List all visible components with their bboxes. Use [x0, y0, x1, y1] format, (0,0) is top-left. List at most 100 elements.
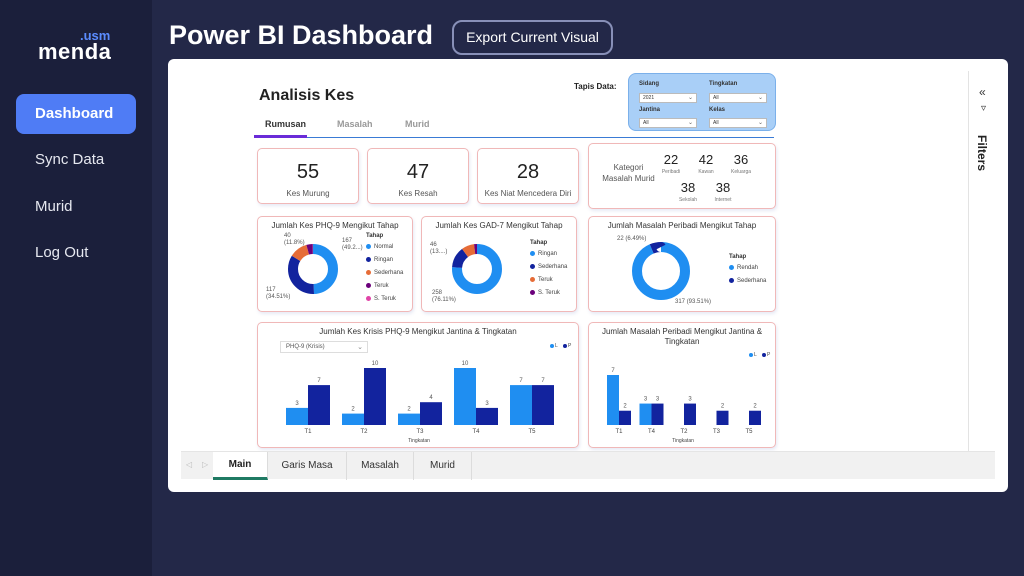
tapis-data-label: Tapis Data: [574, 82, 617, 91]
kpi-card-kes-resah[interactable]: 47 Kes Resah [367, 148, 469, 204]
nav-murid[interactable]: Murid [35, 198, 73, 215]
bar-t4-p[interactable] [476, 407, 498, 425]
legend-p: P [563, 343, 571, 349]
bar-t1-p[interactable] [619, 410, 631, 425]
filters-pane-collapsed[interactable]: « ▿ Filters [968, 71, 1008, 451]
chevron-down-icon: ⌄ [687, 120, 693, 126]
bar-t3-p[interactable] [420, 402, 442, 425]
bar-value-label: 10 [372, 361, 379, 367]
x-tick-label: T2 [360, 429, 368, 435]
bar-value-label: 7 [317, 378, 321, 384]
chart-title: Jumlah Masalah Peribadi Mengikut Tahap [607, 221, 757, 230]
bar-t4-l[interactable] [454, 368, 476, 425]
bar-value-label: 7 [541, 378, 545, 384]
bar-t5-l[interactable] [510, 385, 532, 425]
krisis-phq9-bar-chart[interactable]: Jumlah Kes Krisis PHQ-9 Mengikut Jantina… [257, 322, 579, 448]
sidang-dropdown[interactable]: 2021 ⌄ [639, 93, 697, 103]
x-tick-label: T1 [615, 429, 623, 435]
data-label-ringan: 258 (76.11%) [432, 290, 456, 303]
report-page-tabs: ◁ ▷ Main Garis Masa Masalah Murid [181, 451, 995, 480]
peribadi-donut-chart[interactable]: Jumlah Masalah Peribadi Mengikut Tahap 2… [588, 216, 776, 312]
kpi-value: 28 [516, 161, 540, 183]
phq9-donut-chart[interactable]: Jumlah Kes PHQ-9 Mengikut Tahap 40 (11.8%… [257, 216, 413, 312]
bar-t3-l[interactable] [398, 413, 420, 425]
data-label-ringan: 117 (34.51%) [266, 287, 291, 300]
legend-item-teruk: Teruk [366, 283, 389, 289]
data-label-rendah: 317 (93.51%) [675, 299, 712, 305]
bar-t1-l[interactable] [286, 407, 308, 425]
nav-dashboard[interactable]: Dashboard [16, 94, 136, 134]
bar-t4-l[interactable] [639, 403, 652, 425]
bar-t1-l[interactable] [607, 375, 619, 425]
nav-log-out[interactable]: Log Out [35, 244, 89, 261]
peribadi-jantina-bar-chart[interactable]: Jumlah Masalah Peribadi Mengikut Jantina… [588, 322, 776, 448]
data-label-sederhana: 46 (13....) [430, 242, 448, 255]
tingkatan-dropdown[interactable]: All ⌄ [709, 93, 767, 103]
nav-sync-data[interactable]: Sync Data [35, 151, 105, 168]
gad7-donut-svg [452, 244, 502, 294]
gad7-donut-chart[interactable]: Jumlah Kes GAD-7 Mengikut Tahap 46 (13...… [421, 216, 577, 312]
kategori-masalah-card[interactable]: Kategori Masalah Murid 22 Peribadi 42 Kawa… [588, 143, 776, 209]
tab-masalah[interactable]: Masalah [337, 119, 373, 129]
page-tab-masalah[interactable]: Masalah [347, 452, 414, 480]
page-tab-garis-masa[interactable]: Garis Masa [268, 452, 347, 480]
filter-slicer-box: Sidang 2021 ⌄ Tingkatan All ⌄ Jantina Al… [628, 73, 776, 131]
chevron-down-icon: ⌄ [357, 344, 363, 351]
tab-murid[interactable]: Murid [405, 119, 430, 129]
expand-chevron-icon[interactable]: « [979, 85, 986, 99]
page-title: Power BI Dashboard [169, 20, 434, 50]
tingkatan-value: All [713, 95, 719, 101]
chart-title: Jumlah Kes Krisis PHQ-9 Mengikut Jantina… [319, 327, 517, 336]
x-axis-label: Tingkatan [672, 438, 694, 444]
next-page-icon[interactable]: ▷ [202, 460, 209, 469]
kategori-sekolah: 38 Sekolah [678, 180, 698, 203]
page-tab-main[interactable]: Main [213, 452, 268, 480]
kelas-value: All [713, 120, 719, 126]
jantina-label: Jantina [639, 107, 661, 113]
page-tab-murid[interactable]: Murid [414, 452, 472, 480]
report-title: Analisis Kes [259, 87, 355, 104]
kpi-card-kes-niat-mencedera-diri[interactable]: 28 Kes Niat Mencedera Diri [477, 148, 579, 204]
legend-item-teruk: Teruk [530, 277, 553, 283]
legend-item-normal: Normal [366, 244, 393, 250]
kelas-dropdown[interactable]: All ⌄ [709, 118, 767, 128]
kpi-label: Kes Murung [286, 189, 330, 198]
filters-label[interactable]: Filters [975, 135, 989, 172]
donut-slice-rendah[interactable] [632, 242, 690, 300]
bar-t2-p[interactable] [364, 368, 386, 425]
kelas-label: Kelas [709, 107, 726, 113]
bar-t5-p[interactable] [532, 385, 554, 425]
kategori-label: Kategori Masalah Murid [602, 163, 655, 183]
tab-rumusan[interactable]: Rumusan [265, 119, 307, 129]
bar-value-label: 2 [721, 404, 725, 410]
krisis-bar-svg: 3 7 T1 2 10 T2 2 4 T3 10 3 T4 7 7 T5 Tingkatan [286, 361, 554, 444]
active-tab-indicator [254, 135, 307, 138]
kpi-card-kes-murung[interactable]: 55 Kes Murung [257, 148, 359, 204]
jantina-dropdown[interactable]: All ⌄ [639, 118, 697, 128]
prev-page-icon[interactable]: ◁ [186, 460, 193, 469]
bar-value-label: 3 [644, 397, 648, 403]
sidebar: .usm menda Dashboard Sync Data Murid Log… [0, 0, 152, 576]
legend-item-sederhana: Sederhana [729, 278, 766, 284]
kpi-value: 55 [296, 161, 320, 183]
bar-t4-p[interactable] [651, 403, 664, 425]
bar-t1-p[interactable] [308, 385, 330, 425]
donut-slice-teruk[interactable] [288, 244, 338, 294]
export-visual-button[interactable]: Export Current Visual [452, 20, 613, 55]
measure-dropdown[interactable]: PHQ-9 (Krisis) ⌄ [280, 341, 368, 353]
bar-value-label: 3 [485, 401, 489, 407]
phq9-donut-svg [288, 244, 338, 294]
bar-t2-p[interactable] [684, 403, 696, 425]
bar-t5-p[interactable] [749, 410, 761, 425]
bar-t3-p[interactable] [716, 410, 729, 425]
filter-funnel-icon: ▿ [981, 103, 987, 114]
donut-slice-s-teruk[interactable] [452, 244, 502, 294]
x-tick-label: T5 [745, 429, 753, 435]
chevron-down-icon: ⌄ [687, 95, 693, 101]
bar-value-label: 3 [295, 401, 299, 407]
kategori-peribadi: 22 Peribadi [661, 152, 681, 175]
donut-slice-ringan[interactable] [288, 244, 338, 294]
donut-slice-sederhana[interactable] [632, 242, 690, 300]
bar-t2-l[interactable] [342, 413, 364, 425]
bar-value-label: 3 [688, 397, 692, 403]
